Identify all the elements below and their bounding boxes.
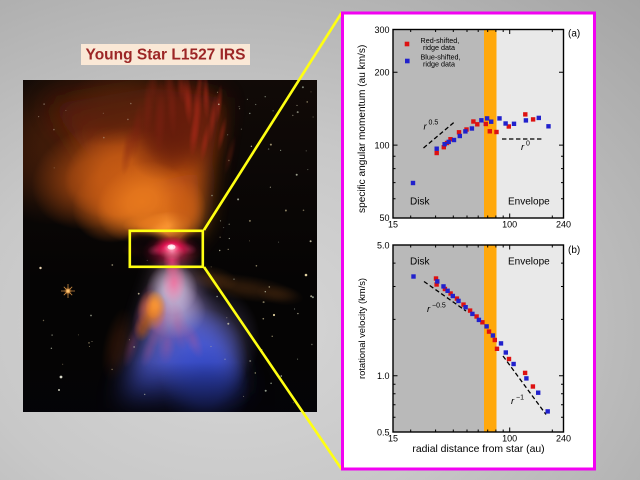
svg-text:r: r bbox=[511, 396, 515, 407]
svg-text:r: r bbox=[427, 304, 431, 315]
svg-text:r: r bbox=[521, 142, 525, 153]
svg-text:5.0: 5.0 bbox=[377, 241, 390, 251]
svg-text:15: 15 bbox=[388, 434, 398, 444]
svg-text:200: 200 bbox=[374, 68, 389, 78]
svg-text:15: 15 bbox=[388, 220, 398, 230]
svg-text:Disk: Disk bbox=[410, 257, 430, 268]
svg-text:Blue-shifted,: Blue-shifted, bbox=[421, 53, 461, 62]
svg-text:(a): (a) bbox=[568, 29, 580, 40]
svg-text:−0.5: −0.5 bbox=[432, 303, 446, 310]
svg-text:0.5: 0.5 bbox=[429, 120, 439, 127]
svg-text:0.5: 0.5 bbox=[377, 428, 390, 438]
svg-text:specific angular momentum (au: specific angular momentum (au km/s) bbox=[357, 45, 368, 213]
svg-text:100: 100 bbox=[502, 220, 517, 230]
svg-text:240: 240 bbox=[556, 434, 571, 444]
svg-text:radial distance from star (au): radial distance from star (au) bbox=[412, 444, 544, 455]
svg-text:Envelope: Envelope bbox=[508, 197, 550, 208]
svg-text:−1: −1 bbox=[516, 395, 524, 402]
svg-text:Disk: Disk bbox=[410, 197, 430, 208]
svg-text:50: 50 bbox=[379, 213, 389, 223]
svg-text:ridge data: ridge data bbox=[423, 43, 455, 52]
svg-text:r: r bbox=[424, 122, 428, 133]
svg-text:Young Star L1527 IRS: Young Star L1527 IRS bbox=[86, 47, 246, 64]
svg-text:240: 240 bbox=[556, 220, 571, 230]
svg-text:100: 100 bbox=[502, 434, 517, 444]
svg-text:Envelope: Envelope bbox=[508, 257, 550, 268]
svg-text:0: 0 bbox=[526, 141, 530, 148]
svg-text:(b): (b) bbox=[568, 245, 580, 256]
svg-text:300: 300 bbox=[374, 25, 389, 35]
svg-text:100: 100 bbox=[374, 141, 389, 151]
svg-text:1.0: 1.0 bbox=[377, 371, 390, 381]
svg-text:ridge data: ridge data bbox=[423, 60, 455, 69]
svg-text:Red-shifted,: Red-shifted, bbox=[421, 36, 460, 45]
svg-text:rotational velocity (km/s): rotational velocity (km/s) bbox=[356, 278, 367, 379]
